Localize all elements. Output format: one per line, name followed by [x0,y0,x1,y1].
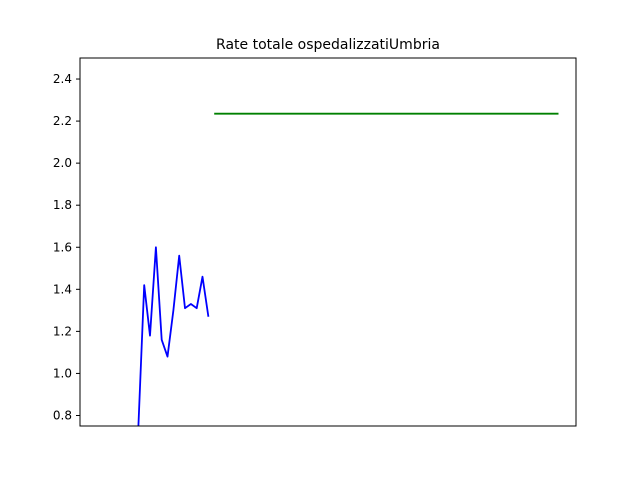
y-axis: 0.8 1.0 1.2 1.4 1.6 1.8 2.0 2.2 2.4 [53,72,80,422]
chart-title: Rate totale ospedalizzatiUmbria [216,37,440,53]
y-tick-label: 0.8 [53,408,72,422]
y-tick-label: 2.4 [53,72,72,86]
series-line-1 [137,246,210,427]
y-tick-label: 1.2 [53,324,72,338]
y-tick-label: 1.0 [53,366,72,380]
y-tick-label: 1.8 [53,198,72,212]
y-tick-label: 2.2 [53,114,72,128]
y-tick-label: 1.4 [53,282,72,296]
plot-area [137,112,559,427]
y-tick-label: 2.0 [53,156,72,170]
plot-frame [79,57,577,427]
y-tick-label: 1.6 [53,240,72,254]
